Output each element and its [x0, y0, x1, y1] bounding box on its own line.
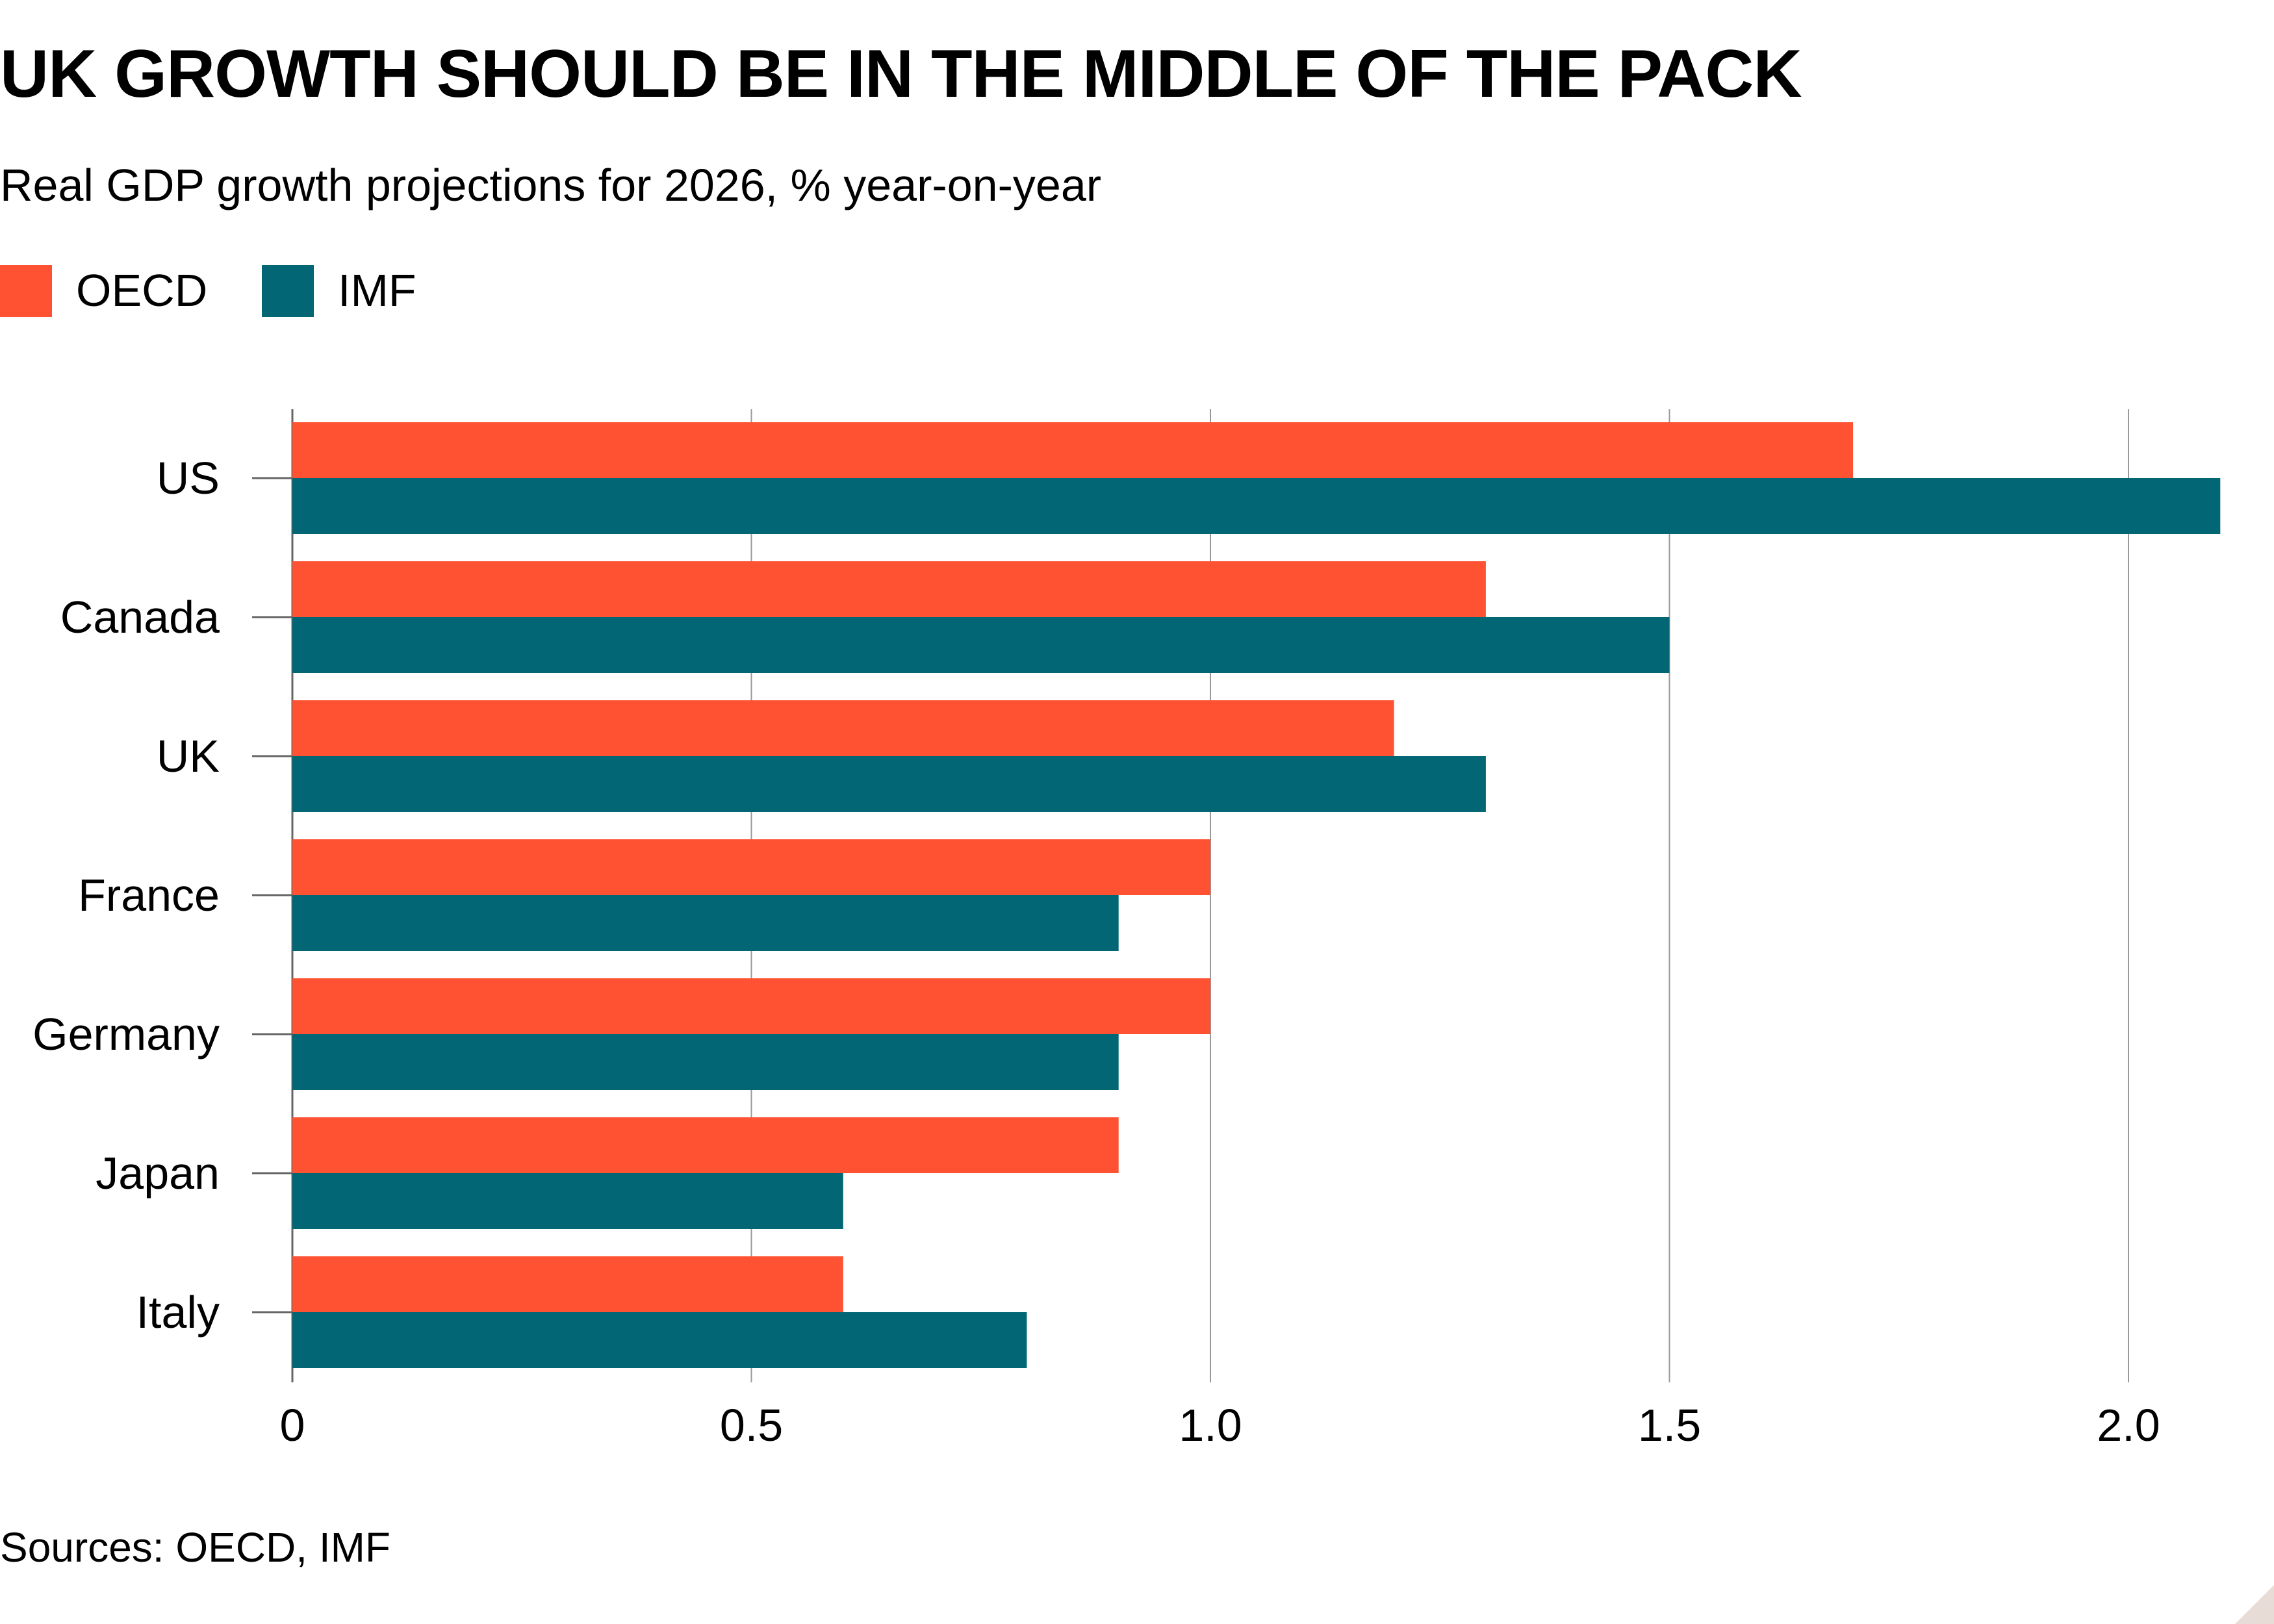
source-note: Sources: OECD, IMF	[0, 1524, 390, 1571]
bar-oecd-italy	[292, 1256, 843, 1312]
category-label-uk: UK	[157, 731, 220, 781]
category-label-france: France	[78, 870, 220, 920]
category-label-us: US	[157, 453, 220, 503]
bar-oecd-uk	[292, 700, 1394, 756]
bar-oecd-germany	[292, 978, 1210, 1034]
legend-label-oecd: OECD	[76, 265, 208, 316]
x-tick-label-1.5: 1.5	[1638, 1400, 1701, 1451]
category-label-canada: Canada	[60, 592, 220, 642]
bar-oecd-france	[292, 839, 1210, 895]
bar-imf-italy	[292, 1312, 1027, 1368]
page-subtitle: Real GDP growth projections for 2026, % …	[0, 160, 1102, 210]
category-ticks	[252, 477, 292, 1313]
corner-fold-icon	[2235, 1585, 2274, 1624]
x-tick-label-1.0: 1.0	[1179, 1400, 1242, 1451]
bar-oecd-japan	[292, 1117, 1119, 1173]
category-label-japan: Japan	[96, 1148, 220, 1199]
legend-label-imf: IMF	[338, 265, 416, 316]
bars	[292, 422, 2221, 1368]
bar-imf-canada	[292, 617, 1670, 673]
legend-swatch-imf	[262, 265, 314, 317]
x-tick-label-2.0: 2.0	[2097, 1400, 2160, 1451]
bar-oecd-canada	[292, 561, 1486, 617]
bar-imf-uk	[292, 756, 1486, 812]
bar-imf-france	[292, 895, 1119, 951]
bar-imf-germany	[292, 1034, 1119, 1090]
page-title: UK GROWTH SHOULD BE IN THE MIDDLE OF THE…	[0, 36, 1802, 112]
category-label-italy: Italy	[136, 1287, 220, 1338]
category-label-germany: Germany	[32, 1009, 220, 1059]
bar-oecd-us	[292, 422, 1854, 478]
x-tick-labels: 0 0.5 1.0 1.5 2.0	[280, 1400, 2160, 1451]
legend-swatch-oecd	[0, 265, 52, 317]
bar-imf-us	[292, 478, 2221, 534]
x-tick-label-0.5: 0.5	[720, 1400, 783, 1451]
x-tick-label-0: 0	[280, 1400, 305, 1451]
category-labels: US Canada UK France Germany Japan Italy	[32, 453, 220, 1338]
bar-imf-japan	[292, 1173, 843, 1229]
